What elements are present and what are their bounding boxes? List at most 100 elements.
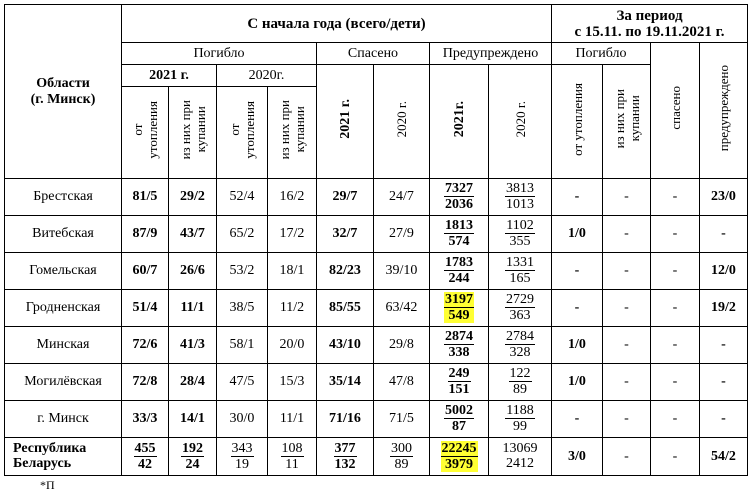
region-name: Могилёвская bbox=[4, 363, 122, 401]
died-2021: 87/9 bbox=[121, 215, 169, 253]
region-row: г. Минск 33/3 14/1 30/0 11/1 71/16 71/5 5002 87 1… bbox=[4, 400, 748, 438]
saved-2020-header: 2020 г. bbox=[373, 64, 430, 179]
period-bathing: - bbox=[602, 363, 651, 401]
died-2020: 52/4 bbox=[216, 178, 268, 216]
died-2020: 58/1 bbox=[216, 326, 268, 364]
prevented-2020: 122 89 bbox=[488, 363, 552, 401]
total-row: Республика Беларусь 455 42 192 24 343 19 10… bbox=[4, 437, 748, 476]
period-drown: - bbox=[551, 178, 603, 216]
saved-2021-header: 2021 г. bbox=[316, 64, 374, 179]
region-row: Гомельская 60/7 26/6 53/2 18/1 82/23 39/10 1783… bbox=[4, 252, 748, 290]
saved-header: Спасено bbox=[316, 42, 430, 65]
died-2021-header: 2021 г. bbox=[121, 64, 217, 87]
died-2020: 30/0 bbox=[216, 400, 268, 438]
bathing-2020: 11/1 bbox=[267, 400, 317, 438]
prevented-2020: 1102 355 bbox=[488, 215, 552, 253]
bathing-2021: 28/4 bbox=[168, 363, 217, 401]
region-row: Витебская 87/9 43/7 65/2 17/2 32/7 27/9 1813 574… bbox=[4, 215, 748, 253]
bathing-2020: 20/0 bbox=[267, 326, 317, 364]
prev-2021-header: 2021г. bbox=[429, 64, 489, 179]
period-prevented: 23/0 bbox=[699, 178, 748, 216]
bathing-2021: 11/1 bbox=[168, 289, 217, 327]
period-saved: - bbox=[650, 289, 700, 327]
prevented-2020: 2729 363 bbox=[488, 289, 552, 327]
period-prevented: 12/0 bbox=[699, 252, 748, 290]
period-drown: 1/0 bbox=[551, 215, 603, 253]
saved-2020: 29/8 bbox=[373, 326, 430, 364]
period-prevented: - bbox=[699, 400, 748, 438]
bathing-2020-header: из них при купании bbox=[267, 86, 317, 179]
period-drown: 1/0 bbox=[551, 326, 603, 364]
saved-2021: 82/23 bbox=[316, 252, 374, 290]
prevented-2020: 2784 328 bbox=[488, 326, 552, 364]
prevented-2020: 3813 1013 bbox=[488, 178, 552, 216]
period-drown: 1/0 bbox=[551, 363, 603, 401]
period-saved: - bbox=[650, 178, 700, 216]
bathing-2021: 14/1 bbox=[168, 400, 217, 438]
period-saved-header: спасено bbox=[650, 42, 700, 179]
saved-2020: 71/5 bbox=[373, 400, 430, 438]
bathing-2021: 43/7 bbox=[168, 215, 217, 253]
died-2020: 53/2 bbox=[216, 252, 268, 290]
region-row: Гродненская 51/4 11/1 38/5 11/2 85/55 63/42 319… bbox=[4, 289, 748, 327]
period-header: За период с 15.11. по 19.11.2021 г. bbox=[551, 4, 748, 43]
died-2021: 51/4 bbox=[121, 289, 169, 327]
prevented-header: Предупреждено bbox=[429, 42, 552, 65]
period-prevented: - bbox=[699, 363, 748, 401]
region-name: Гродненская bbox=[4, 289, 122, 327]
died-2020: 65/2 bbox=[216, 215, 268, 253]
since-start-header: С начала года (всего/дети) bbox=[121, 4, 552, 43]
died-header: Погибло bbox=[121, 42, 317, 65]
prevented-2021: 249 151 bbox=[429, 363, 489, 401]
bathing-2020: 18/1 bbox=[267, 252, 317, 290]
period-prevented: - bbox=[699, 215, 748, 253]
saved-2020: 24/7 bbox=[373, 178, 430, 216]
bathing-2021: 29/2 bbox=[168, 178, 217, 216]
period-bathing-header: из них при купании bbox=[602, 64, 651, 179]
period-drown: - bbox=[551, 400, 603, 438]
region-name: Гомельская bbox=[4, 252, 122, 290]
region-row: Брестская 81/5 29/2 52/4 16/2 29/7 24/7 7327 203… bbox=[4, 178, 748, 216]
prevented-2021: 7327 2036 bbox=[429, 178, 489, 216]
saved-2021: 85/55 bbox=[316, 289, 374, 327]
period-bathing: - bbox=[602, 252, 651, 290]
died-2021: 60/7 bbox=[121, 252, 169, 290]
prevented-2021: 3197 549 bbox=[429, 289, 489, 327]
died-2021: 72/6 bbox=[121, 326, 169, 364]
total-name: Республика Беларусь bbox=[4, 437, 122, 476]
bathing-2021-header: из них при купании bbox=[168, 86, 217, 179]
period-prevented: 19/2 bbox=[699, 289, 748, 327]
period-prevented-header: предупреждено bbox=[699, 42, 748, 179]
saved-2021: 71/16 bbox=[316, 400, 374, 438]
bathing-2021: 26/6 bbox=[168, 252, 217, 290]
region-name: Минская bbox=[4, 326, 122, 364]
period-bathing: - bbox=[602, 400, 651, 438]
saved-2020: 63/42 bbox=[373, 289, 430, 327]
saved-2020: 27/9 bbox=[373, 215, 430, 253]
region-name: г. Минск bbox=[4, 400, 122, 438]
prevented-2021: 2874 338 bbox=[429, 326, 489, 364]
region-rows: Брестская 81/5 29/2 52/4 16/2 29/7 24/7 7327 203… bbox=[4, 178, 748, 438]
drown-2021-header: от утопления bbox=[121, 86, 169, 179]
saved-2021: 43/10 bbox=[316, 326, 374, 364]
prevented-2020: 1188 99 bbox=[488, 400, 552, 438]
region-row: Минская 72/6 41/3 58/1 20/0 43/10 29/8 2874 338 2… bbox=[4, 326, 748, 364]
period-drown-header: от утопления bbox=[551, 64, 603, 179]
saved-2021: 32/7 bbox=[316, 215, 374, 253]
period-died-header: Погибло bbox=[551, 42, 651, 65]
prevented-2021: 5002 87 bbox=[429, 400, 489, 438]
died-2021: 33/3 bbox=[121, 400, 169, 438]
rescue-stats-table: Области (г. Минск) С начала года (всего/… bbox=[4, 4, 748, 476]
footnote: *П bbox=[40, 478, 55, 492]
period-bathing: - bbox=[602, 178, 651, 216]
period-bathing: - bbox=[602, 289, 651, 327]
bathing-2020: 15/3 bbox=[267, 363, 317, 401]
region-name: Брестская bbox=[4, 178, 122, 216]
prevented-2020: 1331 165 bbox=[488, 252, 552, 290]
saved-2021: 35/14 bbox=[316, 363, 374, 401]
saved-2021: 29/7 bbox=[316, 178, 374, 216]
region-name: Витебская bbox=[4, 215, 122, 253]
prev-2020-header: 2020 г. bbox=[488, 64, 552, 179]
bathing-2021: 41/3 bbox=[168, 326, 217, 364]
period-saved: - bbox=[650, 215, 700, 253]
